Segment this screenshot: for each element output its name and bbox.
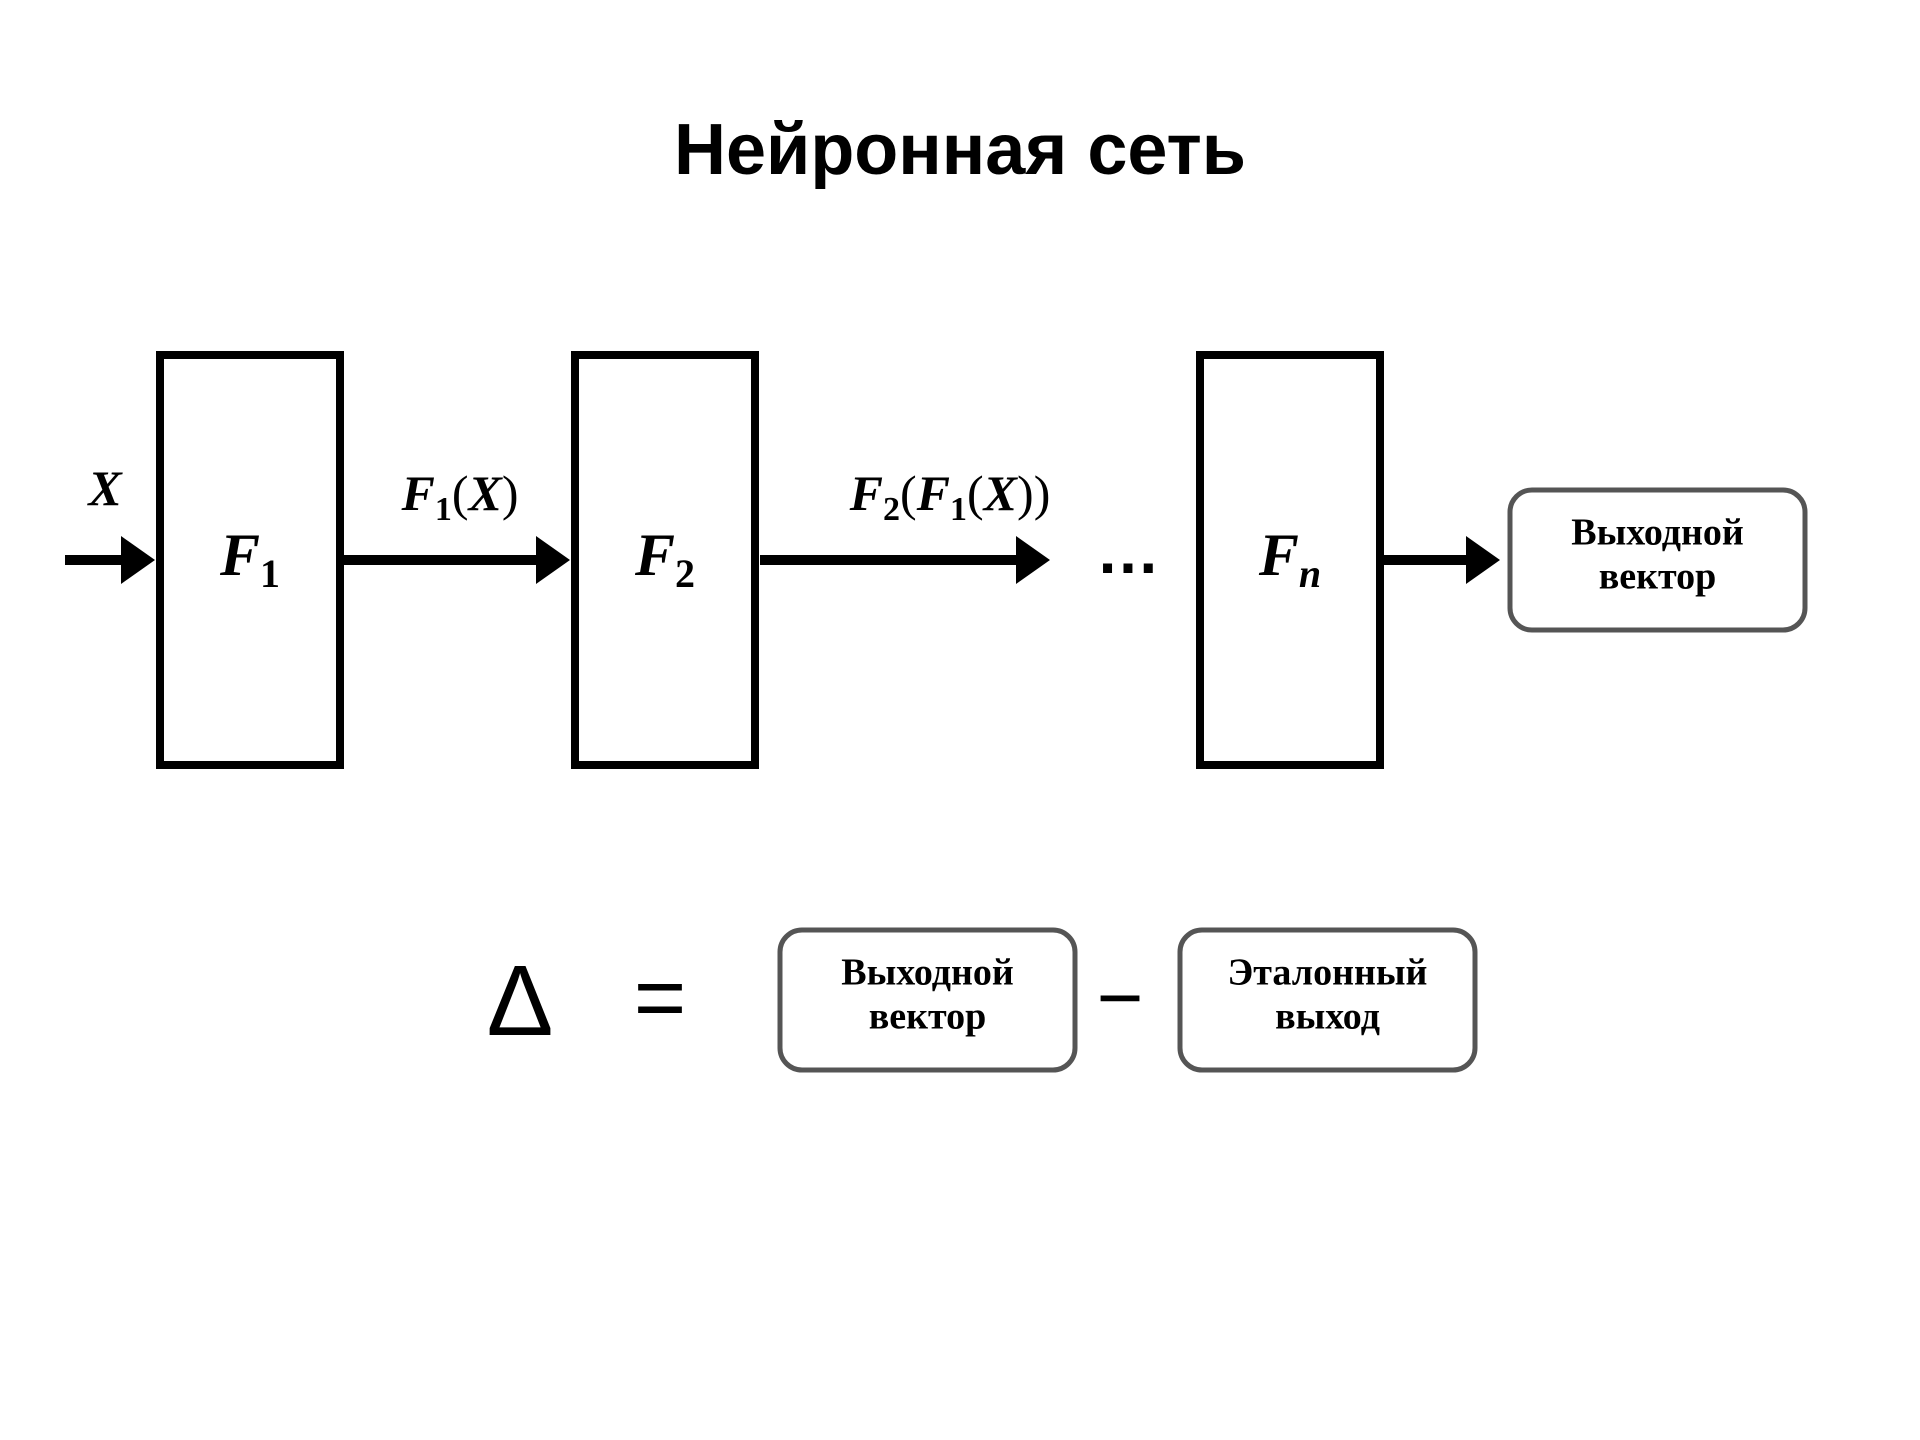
eq-output-vector-box-line2: вектор <box>869 995 987 1037</box>
ellipsis: … <box>1096 515 1164 587</box>
arrow-1 <box>340 536 570 584</box>
delta-equation: Δ=Выходнойвектор−Эталонныйвыход <box>487 930 1475 1070</box>
diagram-canvas: Нейронная сеть F1F2FnXF1(X)F2(F1(X))…Вых… <box>0 0 1920 1440</box>
page-title: Нейронная сеть <box>674 110 1246 190</box>
eq-output-vector-box-line1: Выходной <box>841 952 1013 994</box>
arrow-0 <box>65 536 155 584</box>
label-f1x: F1(X) <box>400 465 518 528</box>
label-f2f1x: F2(F1(X)) <box>849 465 1051 528</box>
minus-symbol: − <box>1097 953 1144 1042</box>
output-vector-box-line1: Выходной <box>1571 512 1743 554</box>
eq-reference-output-box: Эталонныйвыход <box>1180 930 1475 1070</box>
output-vector-box-line2: вектор <box>1599 555 1717 597</box>
delta-symbol: Δ <box>487 945 554 1057</box>
label-x-input: X <box>86 460 123 516</box>
flow-diagram: F1F2FnXF1(X)F2(F1(X))…Выходнойвектор <box>65 355 1805 765</box>
arrow-3 <box>1380 536 1500 584</box>
output-vector-box: Выходнойвектор <box>1510 490 1805 630</box>
eq-output-vector-box: Выходнойвектор <box>780 930 1075 1070</box>
equals-symbol: = <box>634 948 687 1048</box>
eq-reference-output-box-line2: выход <box>1275 995 1380 1037</box>
arrow-2 <box>760 536 1050 584</box>
eq-reference-output-box-line1: Эталонный <box>1228 952 1428 994</box>
